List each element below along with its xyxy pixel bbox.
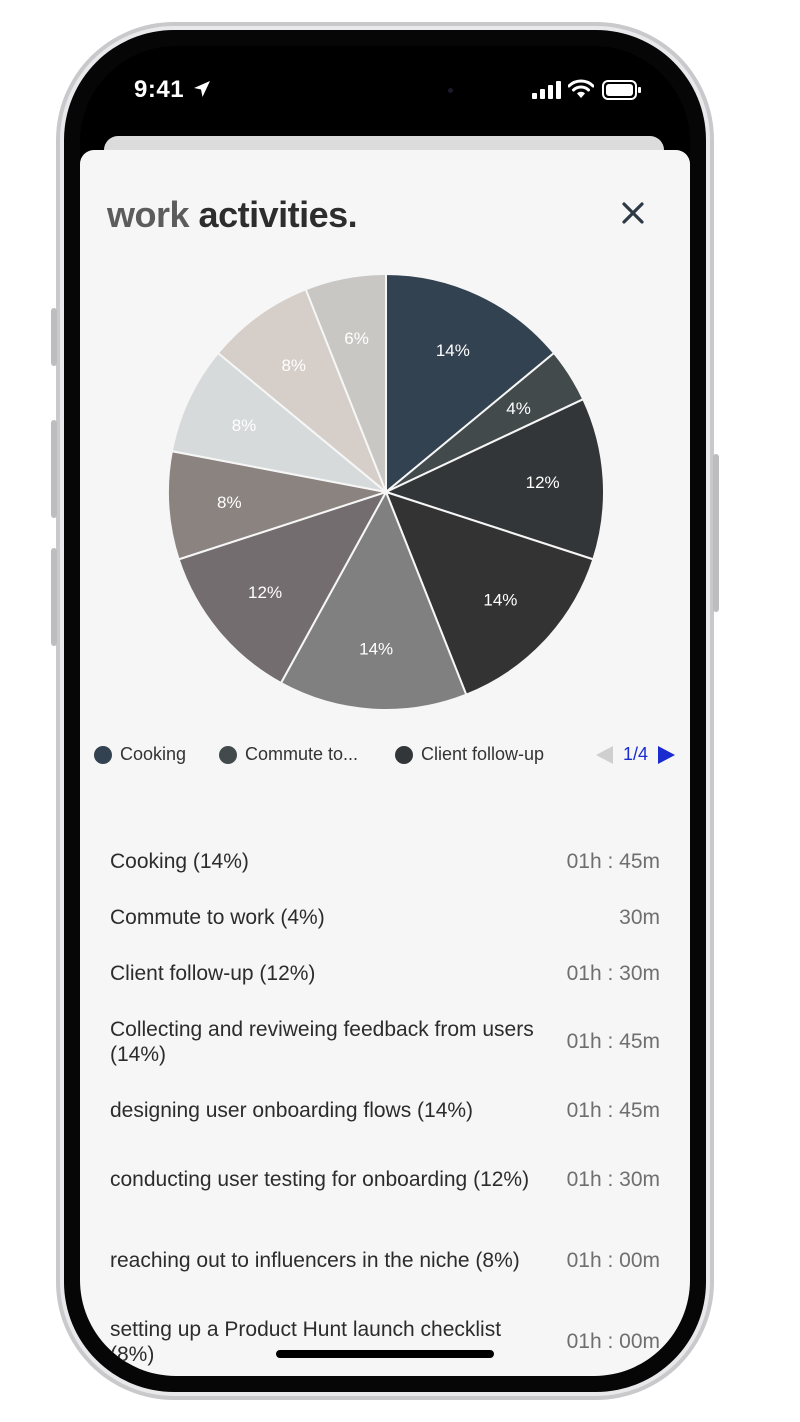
legend-label: Commute to... [245, 744, 359, 764]
legend-label: Client follow-up [421, 744, 545, 764]
legend-swatch [395, 745, 413, 764]
mute-switch [51, 308, 57, 366]
cellular-signal-icon [532, 81, 561, 99]
status-time: 9:41 [134, 76, 185, 103]
activity-duration: 01h : 30m [566, 1168, 660, 1191]
page-title: work activities. [107, 194, 358, 236]
list-item[interactable]: designing user onboarding flows (14%) 01… [110, 1082, 660, 1139]
activity-duration: 01h : 30m [566, 961, 660, 985]
pager-label: 1/4 [623, 744, 649, 764]
power-button [713, 454, 719, 612]
pie-slice[interactable] [385, 272, 556, 495]
pie-slice-label: 8% [232, 416, 257, 435]
pie-slice[interactable] [384, 490, 595, 696]
pie-slice[interactable] [279, 489, 468, 711]
pie-slice[interactable] [170, 351, 387, 493]
pie-slice-label: 14% [359, 640, 393, 659]
legend-label: Cooking [120, 744, 187, 764]
activity-label: Cooking (14%) [110, 849, 249, 873]
pager-prev-icon[interactable] [596, 745, 613, 764]
volume-down-button [51, 548, 57, 646]
title-light: work [107, 194, 190, 235]
activity-label: Commute to work (4%) [110, 905, 325, 929]
list-item[interactable]: Commute to work (4%) 30m [110, 889, 660, 945]
status-bar: 9:41 [80, 46, 690, 136]
pie-slice-label: 14% [483, 590, 517, 609]
legend-item: Cooking [94, 744, 186, 765]
pie-slice-label: 14% [436, 341, 470, 360]
activity-duration: 01h : 00m [566, 1330, 660, 1353]
pie-slice-label: 8% [217, 493, 242, 512]
activity-duration: 30m [619, 905, 660, 929]
activity-label: Collecting and reviweing feedback from u… [110, 1017, 534, 1066]
activity-duration: 01h : 45m [566, 1099, 660, 1122]
legend-pager: 1/4 [596, 744, 676, 765]
home-indicator [276, 1350, 494, 1358]
pie-slice[interactable] [177, 490, 389, 685]
pie-chart: 14% 4% 12% 14% 14% 12% 8% 8% 8% 6% [167, 272, 605, 711]
legend-item: Client follow-up [395, 744, 544, 765]
location-arrow-icon [194, 81, 210, 97]
activity-label: Client follow-up (12%) [110, 961, 316, 985]
activity-duration: 01h : 45m [566, 849, 660, 873]
pie-slice[interactable] [383, 397, 605, 561]
volume-up-button [51, 420, 57, 518]
activity-label: conducting user testing for onboarding (… [110, 1168, 530, 1191]
list-item[interactable]: Collecting and reviweing feedback from u… [110, 1001, 660, 1082]
close-icon[interactable] [616, 196, 650, 230]
pie-slice-label: 6% [344, 329, 369, 348]
legend-item: Commute to... [219, 744, 358, 765]
battery-icon [602, 80, 641, 100]
activity-list: Cooking (14%) 01h : 45m Commute to work … [110, 833, 660, 1376]
phone-screen: 9:41 work activities. 1 [80, 46, 690, 1376]
pie-slice-label: 8% [281, 356, 306, 375]
activity-label: designing user onboarding flows (14%) [110, 1099, 474, 1122]
legend-swatch [219, 745, 237, 764]
pie-slice-label: 12% [248, 583, 282, 602]
list-item[interactable]: reaching out to influencers in the niche… [110, 1220, 660, 1301]
pie-slice-label: 12% [526, 473, 560, 492]
wifi-icon [568, 79, 594, 98]
pie-slice[interactable] [167, 449, 387, 561]
activity-duration: 01h : 45m [566, 1030, 660, 1053]
activity-duration: 01h : 00m [566, 1249, 660, 1272]
list-item[interactable]: setting up a Product Hunt launch checkli… [110, 1301, 660, 1376]
camera-dot [448, 88, 453, 93]
activity-label: setting up a Product Hunt launch checkli… [110, 1317, 502, 1366]
pager-next-icon[interactable] [658, 745, 676, 764]
title-bold: activities. [198, 194, 358, 235]
chart-legend: Cooking Commute to... Client follow-up 1… [80, 744, 690, 774]
activity-label: reaching out to influencers in the niche… [110, 1249, 520, 1272]
legend-swatch [94, 745, 112, 764]
pie-slice[interactable] [304, 272, 387, 493]
pie-slice-label: 4% [506, 399, 531, 418]
activity-sheet: work activities. 14% 4% 12% 14% 14% 12% 8% 8% 8%… [80, 150, 690, 1376]
list-item[interactable]: Cooking (14%) 01h : 45m [110, 833, 660, 889]
list-item[interactable]: conducting user testing for onboarding (… [110, 1139, 660, 1220]
list-item[interactable]: Client follow-up (12%) 01h : 30m [110, 945, 660, 1001]
pie-slice[interactable] [216, 288, 387, 493]
